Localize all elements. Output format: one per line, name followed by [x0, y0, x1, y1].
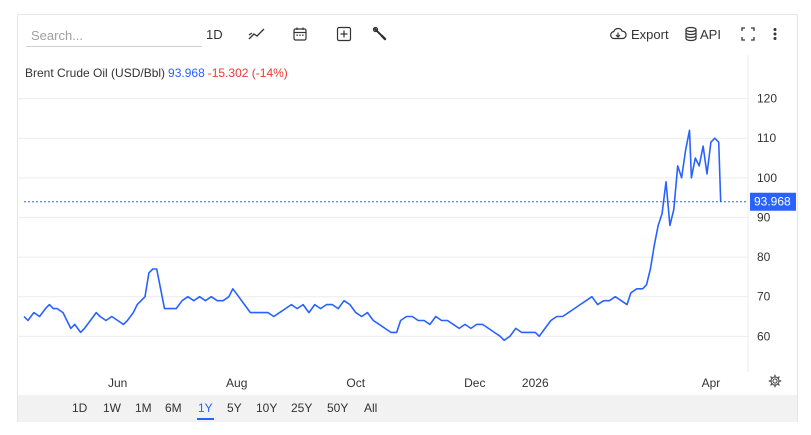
- y-tick-label: 90: [757, 210, 771, 224]
- add-indicator-button[interactable]: [336, 23, 352, 45]
- period-6m-button[interactable]: 6M: [165, 401, 182, 415]
- search-input[interactable]: [26, 25, 202, 47]
- interval-label: 1D: [206, 26, 223, 42]
- x-tick-label: Apr: [702, 376, 721, 390]
- price-chart[interactable]: 60 70 80 90 100 110 120 Jun Aug Oct Dec 2026 Apr 93…: [18, 15, 797, 395]
- period-1d-button[interactable]: 1D: [72, 401, 88, 415]
- chart-grid: [18, 55, 749, 372]
- gear-icon: [768, 374, 782, 388]
- export-button[interactable]: Export: [609, 23, 669, 45]
- plus-box-icon: [336, 26, 352, 42]
- series-legend: Brent Crude Oil (USD/Bbl) 93.968 -15.302 (…: [25, 66, 288, 80]
- series-last-value: 93.968: [168, 66, 205, 80]
- more-options-button[interactable]: [771, 23, 779, 45]
- period-50y-button[interactable]: 50Y: [327, 401, 349, 415]
- period-all-button[interactable]: All: [364, 401, 378, 415]
- fullscreen-button[interactable]: [740, 23, 756, 45]
- period-1m-button[interactable]: 1M: [135, 401, 152, 415]
- line-chart-icon: [248, 28, 265, 40]
- date-range-button[interactable]: [292, 23, 308, 45]
- drawing-tools-button[interactable]: [372, 23, 388, 45]
- chart-toolbar: 1D: [18, 15, 797, 53]
- x-tick-label: Dec: [464, 376, 485, 390]
- chart-settings-button[interactable]: [768, 374, 782, 388]
- period-1w-button[interactable]: 1W: [103, 401, 121, 415]
- price-line-series: [23, 129, 722, 342]
- x-tick-label: 2026: [522, 376, 549, 390]
- y-tick-label: 100: [757, 171, 777, 185]
- cloud-download-icon: [610, 27, 627, 40]
- y-tick-label: 80: [757, 250, 771, 264]
- chart-widget: 1D: [17, 14, 798, 422]
- period-25y-button[interactable]: 25Y: [291, 401, 313, 415]
- last-price-tag: 93.968: [750, 192, 796, 211]
- x-tick-label: Oct: [346, 376, 365, 390]
- chart-type-button[interactable]: [247, 23, 267, 45]
- period-10y-button[interactable]: 10Y: [256, 401, 278, 415]
- api-label: API: [700, 26, 721, 42]
- export-label: Export: [631, 26, 669, 42]
- wrench-icon: [372, 26, 387, 41]
- x-tick-label: Jun: [108, 376, 127, 390]
- expand-icon: [741, 27, 755, 41]
- y-tick-label: 120: [757, 92, 777, 106]
- y-tick-label: 110: [757, 131, 776, 145]
- last-price-tag-text: 93.968: [754, 195, 791, 209]
- period-1y-button[interactable]: 1Y: [197, 401, 214, 420]
- more-vertical-icon: [773, 28, 777, 40]
- y-tick-label: 60: [757, 329, 771, 343]
- y-tick-label: 70: [757, 290, 771, 304]
- series-name: Brent Crude Oil (USD/Bbl): [25, 66, 166, 80]
- calendar-icon: [293, 27, 307, 41]
- x-tick-label: Aug: [226, 376, 247, 390]
- series-change: -15.302 (-14%): [207, 66, 288, 80]
- interval-button[interactable]: 1D: [206, 23, 223, 45]
- x-axis: Jun Aug Oct Dec 2026 Apr: [108, 376, 720, 390]
- y-axis: 60 70 80 90 100 110 120: [757, 92, 777, 344]
- period-selector: 1D 1W 1M 6M 1Y 5Y 10Y 25Y 50Y All: [18, 395, 797, 422]
- api-button[interactable]: API: [684, 23, 721, 45]
- period-5y-button[interactable]: 5Y: [227, 401, 242, 415]
- database-icon: [685, 26, 697, 42]
